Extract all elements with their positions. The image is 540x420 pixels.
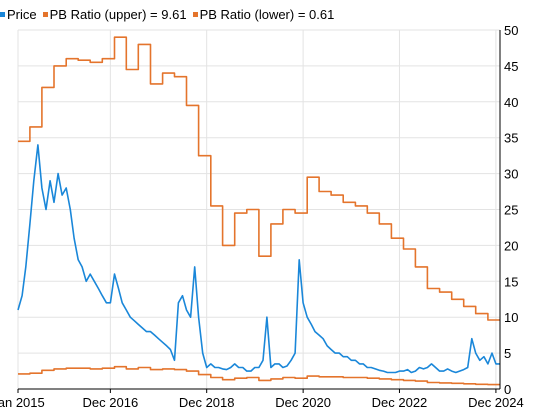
legend-swatch-pb-lower [192,11,198,17]
y-tick-label: 40 [504,95,518,110]
y-tick-label: 20 [504,238,518,253]
legend-label-price: Price [7,6,37,22]
legend: Price PB Ratio (upper) = 9.61 PB Ratio (… [0,4,340,24]
y-tick-label: 50 [504,23,518,38]
y-tick-label: 10 [504,310,518,325]
y-tick-label: 0 [504,382,511,397]
x-tick-label: Dec 2020 [275,395,331,410]
legend-item-pb-upper[interactable]: PB Ratio (upper) = 9.61 [42,6,187,22]
legend-label-pb-upper: PB Ratio (upper) = 9.61 [49,6,187,22]
legend-item-pb-lower[interactable]: PB Ratio (lower) = 0.61 [192,6,335,22]
legend-swatch-price [0,11,5,17]
y-tick-label: 25 [504,203,518,218]
x-tick-label: Dec 2022 [372,395,428,410]
x-tick-label: Dec 2016 [83,395,139,410]
x-tick-label: Dec 2018 [179,395,235,410]
y-tick-label: 35 [504,131,518,146]
legend-swatch-pb-upper [42,11,48,17]
pb-lower-line [18,365,500,386]
x-tick-label: Jan 2015 [0,395,45,410]
legend-item-price[interactable]: Price [0,7,37,22]
y-tick-label: 15 [504,274,518,289]
price-line [17,144,500,374]
x-tick-label: Dec 2024 [468,395,524,410]
y-tick-label: 5 [504,346,511,361]
pb-upper-line [18,36,500,321]
legend-label-pb-lower: PB Ratio (lower) = 0.61 [199,6,335,22]
y-tick-label: 45 [504,59,518,74]
y-tick-label: 30 [504,167,518,182]
